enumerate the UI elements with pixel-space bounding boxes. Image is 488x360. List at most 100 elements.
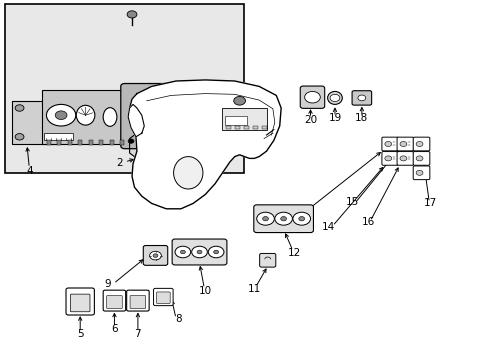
Circle shape	[329, 94, 339, 102]
Circle shape	[208, 246, 224, 258]
Text: 14: 14	[321, 222, 335, 232]
Text: 11: 11	[247, 284, 261, 294]
Circle shape	[384, 156, 391, 161]
FancyBboxPatch shape	[412, 166, 429, 180]
Ellipse shape	[103, 108, 117, 126]
Polygon shape	[129, 80, 281, 209]
FancyBboxPatch shape	[70, 294, 90, 312]
Bar	[99, 140, 103, 145]
Ellipse shape	[173, 157, 203, 189]
FancyBboxPatch shape	[300, 86, 324, 108]
Polygon shape	[129, 131, 210, 158]
FancyBboxPatch shape	[351, 91, 371, 105]
Bar	[5, 4, 244, 173]
Text: 9: 9	[104, 279, 111, 289]
Bar	[244, 126, 248, 129]
FancyBboxPatch shape	[172, 239, 226, 265]
FancyBboxPatch shape	[126, 290, 149, 311]
FancyBboxPatch shape	[103, 290, 125, 311]
Circle shape	[15, 105, 24, 111]
Bar	[78, 140, 82, 145]
Bar	[89, 140, 93, 145]
Bar	[110, 140, 114, 145]
Circle shape	[192, 140, 198, 144]
Bar	[225, 126, 230, 129]
Circle shape	[262, 217, 268, 221]
Circle shape	[292, 212, 310, 225]
Ellipse shape	[133, 98, 160, 134]
Circle shape	[191, 246, 207, 258]
FancyBboxPatch shape	[121, 84, 204, 149]
FancyBboxPatch shape	[156, 292, 170, 303]
Bar	[222, 108, 266, 130]
Text: 4: 4	[26, 166, 33, 176]
Bar	[235, 126, 240, 129]
Circle shape	[415, 141, 422, 147]
Text: 12: 12	[287, 248, 301, 258]
Text: 1: 1	[244, 86, 251, 96]
FancyBboxPatch shape	[153, 288, 173, 306]
FancyBboxPatch shape	[253, 205, 313, 233]
Circle shape	[46, 104, 76, 126]
Circle shape	[304, 91, 320, 103]
FancyBboxPatch shape	[412, 137, 429, 151]
Circle shape	[415, 156, 422, 161]
FancyBboxPatch shape	[381, 137, 398, 151]
Circle shape	[298, 217, 304, 221]
FancyBboxPatch shape	[381, 152, 398, 165]
Text: 8: 8	[175, 314, 182, 324]
Text: 3: 3	[172, 101, 179, 111]
Circle shape	[153, 254, 158, 257]
Circle shape	[127, 11, 137, 18]
Text: 17: 17	[423, 198, 436, 208]
Circle shape	[399, 141, 406, 147]
Bar	[253, 126, 258, 129]
Text: 15: 15	[345, 197, 358, 207]
Circle shape	[274, 212, 292, 225]
Bar	[120, 140, 124, 145]
Ellipse shape	[167, 98, 194, 134]
Text: 20: 20	[304, 114, 316, 125]
Bar	[47, 140, 51, 145]
Circle shape	[55, 111, 67, 120]
FancyBboxPatch shape	[259, 253, 275, 267]
Polygon shape	[128, 104, 144, 137]
FancyBboxPatch shape	[130, 296, 145, 309]
Text: 13: 13	[297, 204, 311, 215]
Text: 7: 7	[134, 329, 141, 339]
Circle shape	[128, 139, 134, 143]
Circle shape	[197, 250, 202, 254]
Circle shape	[357, 95, 365, 101]
FancyBboxPatch shape	[12, 101, 59, 144]
Ellipse shape	[327, 91, 342, 104]
Bar	[68, 140, 72, 145]
Text: 10: 10	[199, 285, 211, 296]
Circle shape	[180, 250, 185, 254]
Circle shape	[149, 251, 161, 260]
Circle shape	[233, 96, 245, 105]
FancyBboxPatch shape	[412, 152, 429, 165]
Circle shape	[399, 156, 406, 161]
FancyBboxPatch shape	[396, 137, 413, 151]
Circle shape	[15, 134, 24, 140]
FancyBboxPatch shape	[106, 296, 122, 309]
Text: 16: 16	[361, 217, 375, 227]
Circle shape	[175, 246, 190, 258]
Text: 18: 18	[354, 113, 368, 123]
FancyBboxPatch shape	[143, 246, 167, 265]
Bar	[224, 116, 246, 125]
FancyBboxPatch shape	[396, 152, 413, 165]
Bar	[44, 133, 73, 140]
Text: 6: 6	[111, 324, 118, 334]
Circle shape	[280, 217, 286, 221]
Bar	[41, 90, 132, 144]
Bar	[57, 140, 61, 145]
FancyBboxPatch shape	[66, 288, 94, 315]
Text: 5: 5	[77, 329, 83, 339]
Ellipse shape	[76, 105, 95, 125]
Circle shape	[256, 212, 274, 225]
Circle shape	[213, 250, 218, 254]
Text: 2: 2	[116, 158, 123, 168]
Text: 19: 19	[327, 113, 341, 123]
Circle shape	[415, 170, 422, 175]
